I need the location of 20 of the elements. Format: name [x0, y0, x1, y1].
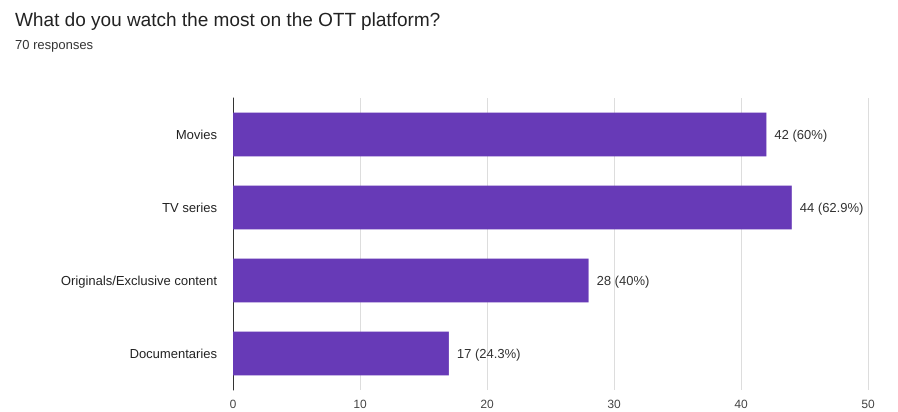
- x-tick-label: 0: [230, 397, 237, 411]
- y-tick-label: Originals/Exclusive content: [60, 273, 218, 288]
- data-label: 28 (40%): [596, 273, 650, 288]
- x-tick-label: 10: [353, 397, 367, 411]
- y-tick-label: Movies: [176, 127, 218, 142]
- x-tick-label: 20: [480, 397, 494, 411]
- y-tick-label: TV series: [162, 200, 218, 215]
- text: 70 responses: [15, 37, 94, 52]
- x-tick-label: 40: [734, 397, 748, 411]
- chart-title: What do you watch the most on the OTT platform?: [15, 10, 440, 31]
- bar: [233, 332, 449, 376]
- x-tick-label: 30: [607, 397, 621, 411]
- x-tick-label: 50: [861, 397, 875, 411]
- bar: [233, 112, 766, 156]
- bar: [233, 186, 792, 230]
- data-label: 17 (24.3%): [456, 346, 520, 361]
- data-label: 42 (60%): [774, 127, 828, 142]
- y-tick-label: Documentaries: [130, 346, 218, 361]
- data-label: 44 (62.9%): [800, 200, 864, 215]
- bar: [233, 258, 589, 302]
